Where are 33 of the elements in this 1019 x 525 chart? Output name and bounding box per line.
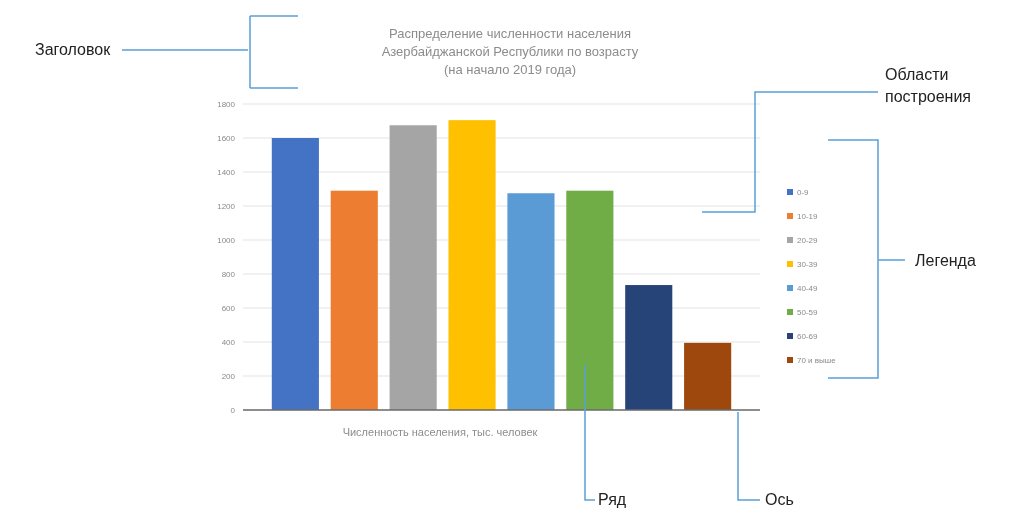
bar — [330, 190, 378, 410]
bar — [271, 138, 319, 410]
bar — [507, 193, 555, 410]
text: Заголовок — [35, 41, 112, 58]
text: Области построения — [885, 66, 972, 105]
text: Легенда — [915, 252, 976, 269]
text: Ось — [765, 491, 794, 508]
bar — [684, 342, 732, 410]
y-tick-label: 200 — [221, 371, 236, 381]
y-tick-label: 1600 — [217, 133, 236, 143]
y-tick-label: 800 — [221, 269, 236, 279]
y-tick-label: 400 — [221, 337, 236, 347]
bar — [625, 285, 673, 410]
legend-label: 20-29 — [797, 235, 819, 245]
legend-label: 30-39 — [797, 259, 819, 269]
chart-title: Распределение численности населения Азербайджанской Республики по возрасту (на начало 2019 года) — [381, 26, 639, 77]
x-axis-title: Численность населения, тыс. человек — [342, 426, 538, 438]
y-tick-label: 1200 — [217, 201, 236, 211]
y-tick-label: 1400 — [217, 167, 236, 177]
legend-label: 50-59 — [797, 307, 819, 317]
legend-label: 10-19 — [797, 211, 819, 221]
y-tick-label: 1800 — [217, 99, 236, 109]
legend-label: 40-49 — [797, 283, 819, 293]
bar — [389, 125, 437, 410]
legend-label: 0-9 — [797, 187, 810, 197]
legend-label: 70 и выше — [797, 355, 837, 365]
y-tick-label: 0 — [230, 405, 236, 415]
bar — [566, 190, 614, 410]
bar — [448, 120, 496, 410]
y-tick-label: 600 — [221, 303, 236, 313]
y-tick-label: 1000 — [217, 235, 236, 245]
text: Ряд — [598, 491, 627, 508]
legend-label: 60-69 — [797, 331, 819, 341]
